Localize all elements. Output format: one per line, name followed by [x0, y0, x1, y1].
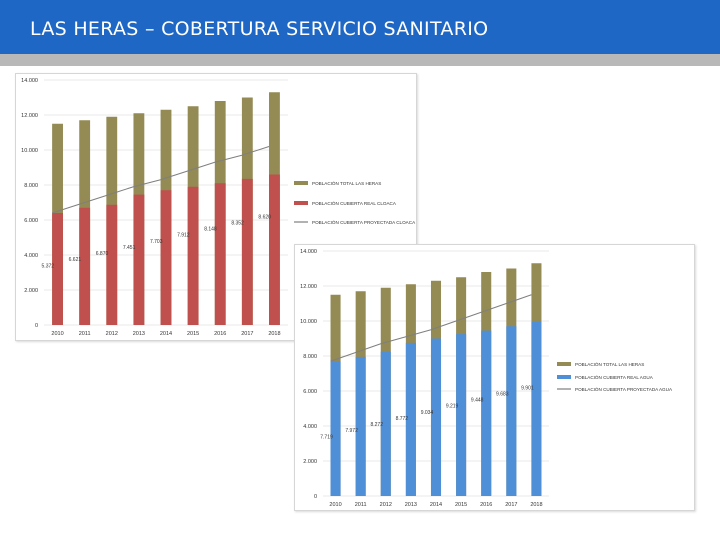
- data-label: 5.372: [42, 263, 55, 269]
- bar-covered: [380, 351, 391, 496]
- x-tick-label: 2010: [51, 331, 63, 337]
- x-tick-label: 2015: [455, 502, 467, 508]
- data-label: 8.352: [231, 220, 244, 226]
- x-tick-label: 2014: [430, 502, 442, 508]
- x-tick-label: 2012: [380, 502, 392, 508]
- y-tick-label: 14.000: [21, 78, 38, 84]
- data-label: 8.272: [370, 422, 383, 428]
- x-tick-label: 2016: [480, 502, 492, 508]
- y-tick-label: 4.000: [303, 424, 317, 430]
- x-tick-label: 2011: [355, 502, 367, 508]
- bar-covered: [506, 326, 517, 496]
- y-tick-label: 12.000: [21, 113, 38, 119]
- y-tick-label: 0: [35, 323, 38, 329]
- data-label: 9.683: [496, 391, 509, 397]
- legend-swatch: [557, 362, 571, 366]
- legend-swatch: [294, 201, 308, 205]
- legend-label: POBLACIÓN CUBIERTA PROYECTADA AGUA: [575, 386, 673, 392]
- legend-swatch: [294, 181, 308, 185]
- y-tick-label: 2.000: [24, 288, 38, 294]
- x-tick-label: 2018: [268, 331, 280, 337]
- legend-label: POBLACIÓN TOTAL LAS HERAS: [312, 180, 381, 186]
- projection-line: [330, 294, 532, 362]
- y-tick-label: 6.000: [24, 218, 38, 224]
- y-tick-label: 0: [314, 494, 317, 500]
- header-divider: [0, 54, 720, 66]
- chart-panel-cloaca: 0 2.000 4.000 6.000 8.000 10.000 12.000 14.000 2…: [15, 73, 417, 341]
- data-label: 8.148: [204, 227, 217, 233]
- data-label: 9.034: [421, 410, 434, 416]
- x-tick-label: 2012: [106, 331, 118, 337]
- bar-covered: [214, 183, 226, 325]
- data-label: 6.870: [96, 251, 109, 257]
- bar-covered: [52, 213, 63, 325]
- bar-covered: [160, 190, 172, 325]
- legend-label: POBLACIÓN CUBIERTA REAL AGUA: [575, 374, 654, 380]
- legend-label: POBLACIÓN CUBIERTA REAL CLOACA: [312, 200, 397, 206]
- y-tick-label: 4.000: [24, 253, 38, 259]
- y-tick-label: 10.000: [21, 148, 38, 154]
- bar-covered: [531, 321, 542, 496]
- bar-covered: [241, 178, 253, 325]
- y-tick-label: 2.000: [303, 459, 317, 465]
- x-tick-label: 2013: [405, 502, 417, 508]
- projection-line: [51, 146, 270, 214]
- bar-covered: [456, 334, 467, 496]
- title-bar: LAS HERAS – COBERTURA SERVICIO SANITARIO: [0, 0, 720, 54]
- y-tick-label: 6.000: [303, 389, 317, 395]
- legend-label: POBLACIÓN CUBIERTA PROYECTADA CLOACA: [312, 219, 416, 225]
- x-tick-label: 2018: [530, 502, 542, 508]
- data-label: 9.219: [446, 404, 459, 410]
- bar-covered: [133, 194, 145, 325]
- chart-panel-agua: 0 2.000 4.000 6.000 8.000 10.000 12.000 14.000 2…: [294, 244, 695, 511]
- x-tick-label: 2017: [505, 502, 517, 508]
- y-tick-label: 8.000: [303, 354, 317, 360]
- bar-covered: [430, 338, 442, 496]
- data-label: 8.772: [396, 416, 409, 422]
- bar-covered: [405, 342, 416, 496]
- bar-covered: [106, 204, 118, 325]
- x-tick-label: 2017: [241, 331, 253, 337]
- data-label: 7.719: [320, 434, 333, 440]
- bar-covered: [481, 330, 492, 496]
- bar-covered: [330, 361, 341, 496]
- x-tick-label: 2015: [187, 331, 199, 337]
- data-label: 7.451: [123, 245, 136, 251]
- data-label: 7.703: [150, 239, 163, 245]
- data-label: 9.448: [471, 398, 484, 404]
- bar-covered: [187, 186, 199, 325]
- y-tick-label: 12.000: [300, 284, 317, 290]
- data-label: 9.901: [521, 385, 534, 391]
- legend-label: POBLACIÓN TOTAL LAS HERAS: [575, 361, 644, 367]
- data-label: 7.972: [345, 428, 358, 434]
- data-label: 8.620: [258, 214, 271, 220]
- legend-swatch: [557, 375, 571, 379]
- x-tick-label: 2011: [79, 331, 91, 337]
- data-label: 7.912: [177, 233, 190, 239]
- data-label: 6.621: [69, 257, 82, 263]
- x-tick-label: 2013: [133, 331, 145, 337]
- y-tick-label: 8.000: [24, 183, 38, 189]
- page-title: LAS HERAS – COBERTURA SERVICIO SANITARIO: [30, 18, 489, 40]
- x-tick-label: 2010: [329, 502, 341, 508]
- y-tick-label: 14.000: [300, 249, 317, 255]
- y-tick-label: 10.000: [300, 319, 317, 325]
- x-tick-label: 2016: [214, 331, 226, 337]
- x-tick-label: 2014: [160, 331, 172, 337]
- bar-covered: [79, 207, 91, 325]
- chart-agua: 0 2.000 4.000 6.000 8.000 10.000 12.000 14.000 2…: [300, 249, 673, 508]
- bar-covered: [269, 174, 280, 325]
- chart-cloaca: 0 2.000 4.000 6.000 8.000 10.000 12.000 14.000 2…: [21, 78, 416, 337]
- bar-covered: [355, 356, 366, 496]
